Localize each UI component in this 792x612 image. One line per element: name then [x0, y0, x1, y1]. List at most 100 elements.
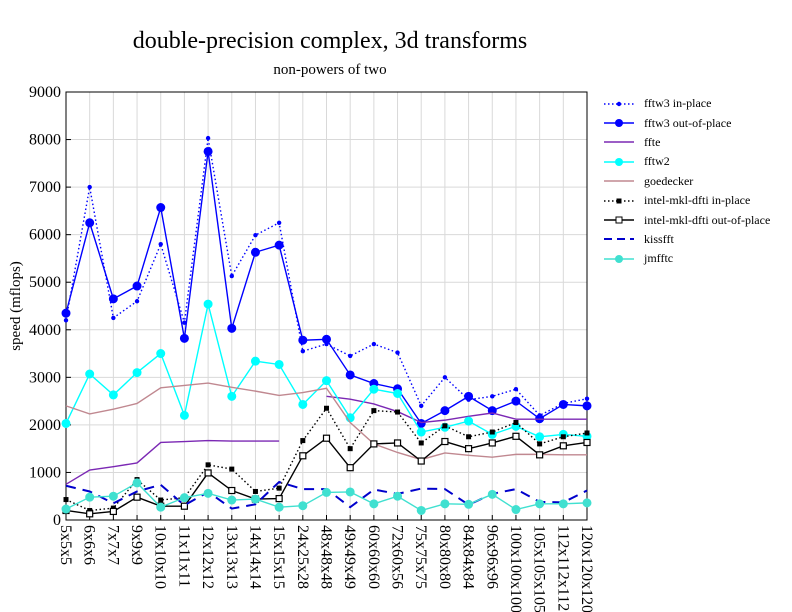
data-point [347, 446, 353, 452]
data-point [513, 420, 519, 426]
data-point [179, 410, 189, 420]
data-point [395, 409, 401, 415]
data-point [108, 294, 118, 304]
data-point [108, 491, 118, 501]
x-tick-label: 72x60x56 [389, 525, 406, 589]
data-point [156, 502, 166, 512]
data-point [132, 478, 142, 488]
data-point [276, 220, 282, 225]
data-point [229, 273, 234, 279]
data-point [440, 499, 450, 509]
data-point [369, 499, 379, 509]
legend-swatch [604, 198, 634, 204]
data-point [395, 350, 400, 355]
legend-label: fftw2 [644, 154, 670, 169]
data-point [584, 430, 590, 436]
legend-swatch [604, 254, 634, 263]
data-point [466, 434, 472, 440]
x-tick-label: 84x84x84 [460, 525, 477, 589]
x-tick-label: 60x60x60 [365, 525, 382, 589]
data-point [440, 406, 450, 416]
data-point [87, 184, 92, 190]
data-point [558, 399, 568, 409]
legend-item: goedecker [602, 172, 770, 191]
x-tick-label: 12x12x12 [199, 525, 216, 589]
data-point [345, 487, 355, 497]
data-point [416, 427, 426, 437]
x-tick-label: 7x7x7 [104, 525, 121, 565]
data-point [134, 299, 140, 304]
data-point [511, 396, 521, 406]
y-tick-label: 6000 [29, 227, 61, 244]
data-point [156, 203, 166, 213]
data-point [276, 485, 282, 491]
x-tick-label: 24x25x28 [294, 525, 311, 589]
data-point [371, 408, 377, 414]
data-point [108, 390, 118, 400]
series-line [65, 439, 280, 485]
y-axis-label: speed (mflops) [8, 261, 24, 351]
data-point [322, 334, 331, 344]
data-point [513, 387, 519, 392]
data-point [322, 434, 331, 442]
x-tick-label: 6x6x6 [81, 525, 98, 565]
data-point [86, 510, 94, 518]
data-point [132, 368, 142, 378]
legend-label: jmfftc [644, 251, 674, 266]
legend-swatch [604, 141, 634, 144]
series-fftw2 [61, 299, 592, 442]
data-point [227, 495, 237, 505]
y-tick-label: 9000 [29, 84, 61, 101]
legend-label: kissfft [644, 231, 674, 246]
data-point [370, 440, 378, 448]
data-point [419, 403, 424, 409]
data-point [393, 439, 402, 447]
chart-title: double-precision complex, 3d transforms [132, 28, 528, 54]
chart-legend: fftw3 in-place fftw3 out-of-place ffte fftw… [602, 94, 770, 269]
y-tick-label: 0 [53, 512, 61, 529]
legend-label: goedecker [644, 173, 694, 188]
data-point [489, 429, 495, 435]
legend-item: fftw3 in-place [602, 94, 770, 113]
data-point [490, 394, 495, 399]
data-point [535, 432, 545, 442]
data-point [250, 356, 260, 366]
data-point [346, 464, 354, 472]
data-point [300, 348, 306, 354]
legend-swatch [604, 238, 634, 241]
legend-item: fftw2 [602, 152, 770, 171]
legend-marker [615, 254, 623, 263]
data-point [158, 497, 164, 503]
data-point [393, 491, 403, 501]
data-point [322, 376, 331, 386]
legend-swatch [604, 157, 634, 166]
data-point [85, 218, 95, 228]
data-point [464, 499, 474, 509]
legend-item: kissfft [602, 230, 770, 249]
data-point [203, 488, 213, 498]
data-point [298, 501, 308, 511]
data-point [582, 401, 592, 411]
data-point [464, 391, 474, 401]
data-point [535, 499, 545, 509]
data-point [300, 438, 306, 444]
legend-marker [615, 216, 623, 224]
data-point [250, 247, 260, 257]
legend-label: fftw3 out-of-place [644, 115, 732, 130]
y-tick-label: 4000 [29, 322, 61, 339]
data-point [228, 486, 236, 495]
data-point [253, 232, 258, 238]
data-point [464, 416, 474, 426]
data-point [61, 418, 71, 428]
legend-marker [616, 101, 622, 106]
x-tick-label: 105x105x105 [531, 525, 548, 612]
y-tick-label: 1000 [29, 464, 61, 481]
data-point [85, 369, 95, 379]
y-tick-label: 3000 [29, 369, 61, 386]
data-point [252, 488, 258, 494]
data-point [559, 442, 567, 450]
data-point [512, 432, 520, 440]
data-point [203, 146, 213, 156]
data-point [109, 507, 117, 516]
